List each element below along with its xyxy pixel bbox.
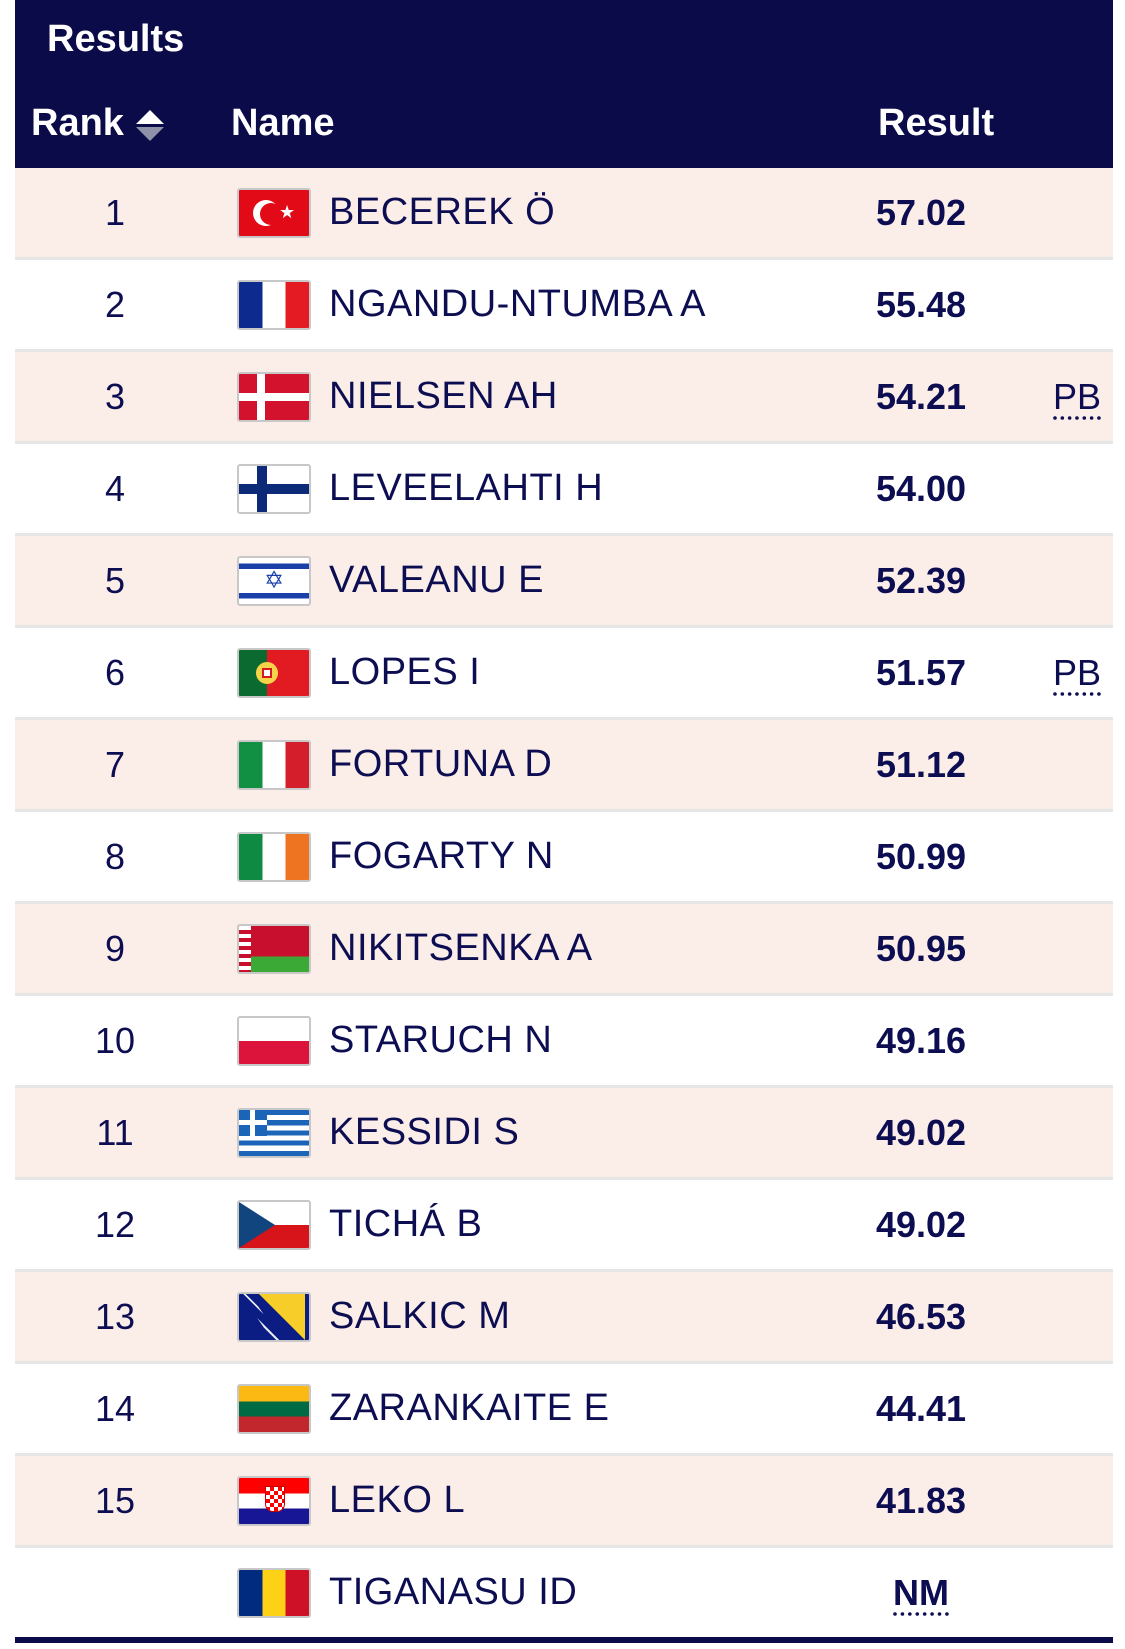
- result-cell: 54.21: [875, 376, 967, 417]
- rank-cell: 1: [104, 192, 126, 233]
- rank-cell: 6: [104, 652, 126, 693]
- table-row: 7 FORTUNA D 51.12: [15, 720, 1113, 812]
- sort-icon[interactable]: [135, 110, 164, 141]
- athlete-name[interactable]: LEKO L: [329, 1479, 466, 1521]
- athlete-name[interactable]: NIKITSENKA A: [329, 927, 593, 969]
- israel-flag-icon: ✡: [237, 556, 311, 606]
- pb-badge[interactable]: PB: [1053, 376, 1102, 417]
- athlete-name[interactable]: KESSIDI S: [329, 1111, 520, 1153]
- denmark-flag-icon: [237, 372, 311, 422]
- rank-column-header[interactable]: Rank: [31, 102, 164, 145]
- lithuania-flag-icon: [237, 1384, 311, 1434]
- result-cell: 52.39: [875, 560, 967, 601]
- athlete-name[interactable]: VALEANU E: [329, 559, 544, 601]
- athlete-name[interactable]: ZARANKAITE E: [329, 1387, 610, 1429]
- results-header: Results Rank Name Result: [15, 0, 1113, 168]
- result-cell: 55.48: [875, 284, 967, 325]
- results-title: Results: [47, 18, 185, 60]
- result-cell: 50.95: [875, 928, 967, 969]
- result-column-header: Result: [878, 102, 995, 144]
- name-column-header: Name: [231, 102, 335, 144]
- athlete-name[interactable]: LOPES I: [329, 651, 481, 693]
- poland-flag-icon: [237, 1016, 311, 1066]
- portugal-flag-icon: [237, 648, 311, 698]
- rank-cell: 15: [94, 1480, 136, 1521]
- table-bottom-border: [15, 1637, 1113, 1643]
- table-row: 2 NGANDU-NTUMBA A 55.48: [15, 260, 1113, 352]
- table-row: 1 ★ BECEREK Ö 57.02: [15, 168, 1113, 260]
- rank-cell: 4: [104, 468, 126, 509]
- results-table-body: 1 ★ BECEREK Ö 57.02 2 NGANDU-NTUMBA A 55…: [15, 168, 1113, 1643]
- table-row: 8 FOGARTY N 50.99: [15, 812, 1113, 904]
- rank-cell: 13: [94, 1296, 136, 1337]
- rank-cell: 8: [104, 836, 126, 877]
- rank-cell: 9: [104, 928, 126, 969]
- athlete-name[interactable]: SALKIC M: [329, 1295, 511, 1337]
- table-row: 15 LEKO L 41.83: [15, 1456, 1113, 1548]
- pb-badge[interactable]: PB: [1053, 652, 1102, 693]
- turkey-flag-icon: ★: [237, 188, 311, 238]
- rank-cell: 14: [94, 1388, 136, 1429]
- athlete-name[interactable]: BECEREK Ö: [329, 191, 556, 233]
- greece-flag-icon: [237, 1108, 311, 1158]
- table-row: 10 STARUCH N 49.16: [15, 996, 1113, 1088]
- result-cell: 46.53: [875, 1296, 967, 1337]
- ireland-flag-icon: [237, 832, 311, 882]
- result-cell: 50.99: [875, 836, 967, 877]
- rank-cell: 2: [104, 284, 126, 325]
- rank-cell: 3: [104, 376, 126, 417]
- athlete-name[interactable]: STARUCH N: [329, 1019, 553, 1061]
- athlete-name[interactable]: FOGARTY N: [329, 835, 554, 877]
- result-cell: 41.83: [875, 1480, 967, 1521]
- athlete-name[interactable]: TIGANASU ID: [329, 1571, 578, 1613]
- table-row: 4 LEVEELAHTI H 54.00: [15, 444, 1113, 536]
- athlete-name[interactable]: FORTUNA D: [329, 743, 553, 785]
- rank-cell: 5: [104, 560, 126, 601]
- table-row: 13 SALKIC M 46.53: [15, 1272, 1113, 1364]
- finland-flag-icon: [237, 464, 311, 514]
- rank-column-label: Rank: [31, 102, 124, 144]
- result-cell: 44.41: [875, 1388, 967, 1429]
- table-row: 14 ZARANKAITE E 44.41: [15, 1364, 1113, 1456]
- table-row: 3 NIELSEN AH 54.21 PB: [15, 352, 1113, 444]
- czechia-flag-icon: [237, 1200, 311, 1250]
- rank-cell: 12: [94, 1204, 136, 1245]
- table-row: 6 LOPES I 51.57 PB: [15, 628, 1113, 720]
- rank-cell: 11: [96, 1112, 134, 1153]
- result-cell: 51.12: [875, 744, 967, 785]
- result-cell: 54.00: [875, 468, 967, 509]
- result-cell: 49.16: [875, 1020, 967, 1061]
- croatia-flag-icon: [237, 1476, 311, 1526]
- athlete-name[interactable]: NGANDU-NTUMBA A: [329, 283, 706, 325]
- italy-flag-icon: [237, 740, 311, 790]
- no-mark-result[interactable]: NM: [893, 1572, 949, 1613]
- result-cell: 51.57: [875, 652, 967, 693]
- table-row: 5 ✡ VALEANU E 52.39: [15, 536, 1113, 628]
- france-flag-icon: [237, 280, 311, 330]
- table-row: 12 TICHÁ B 49.02: [15, 1180, 1113, 1272]
- rank-cell: 10: [94, 1020, 136, 1061]
- result-cell: 49.02: [875, 1112, 967, 1153]
- table-row: 9 NIKITSENKA A 50.95: [15, 904, 1113, 996]
- table-row: TIGANASU ID NM: [15, 1548, 1113, 1637]
- romania-flag-icon: [237, 1568, 311, 1618]
- results-panel: Results Rank Name Result 1 ★ BECEREK Ö 5…: [15, 0, 1113, 1643]
- rank-cell: 7: [104, 744, 126, 785]
- belarus-flag-icon: [237, 924, 311, 974]
- result-cell: 57.02: [875, 192, 967, 233]
- athlete-name[interactable]: NIELSEN AH: [329, 375, 558, 417]
- athlete-name[interactable]: TICHÁ B: [329, 1203, 483, 1245]
- athlete-name[interactable]: LEVEELAHTI H: [329, 467, 604, 509]
- result-cell: 49.02: [875, 1204, 967, 1245]
- bosnia-flag-icon: [237, 1292, 311, 1342]
- table-row: 11 KESSIDI S 49.02: [15, 1088, 1113, 1180]
